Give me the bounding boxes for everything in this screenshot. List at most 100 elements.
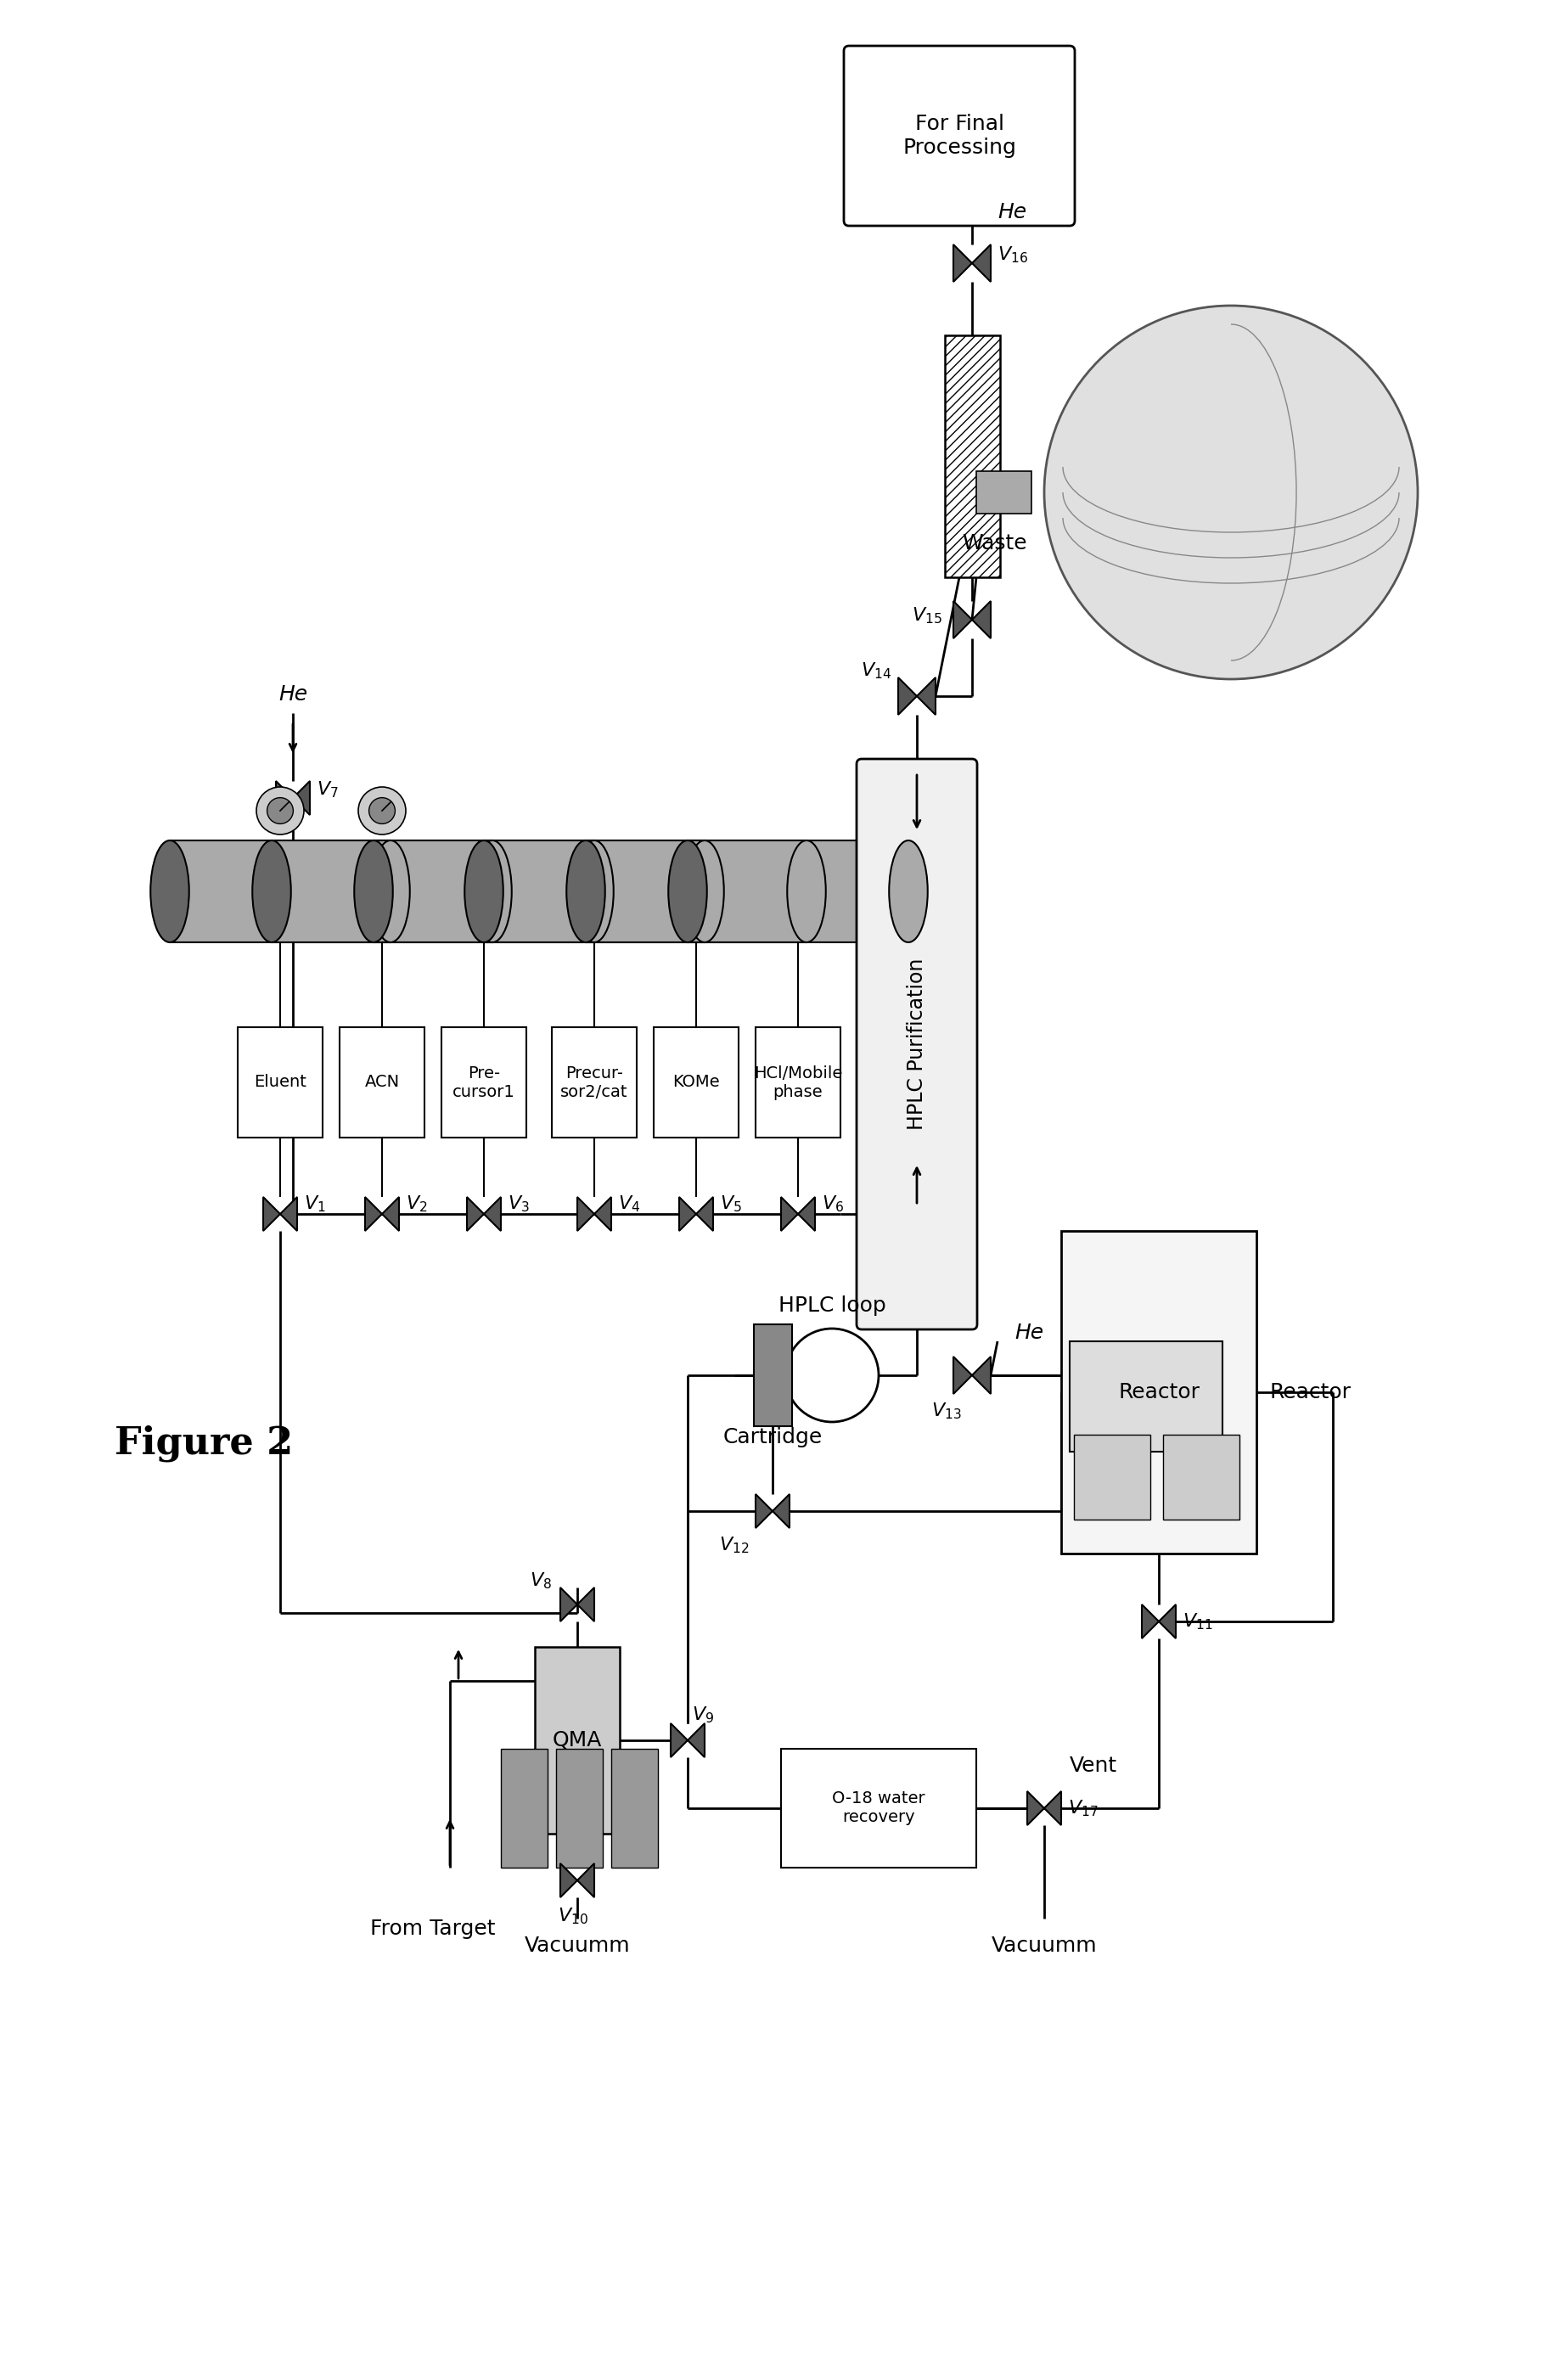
Polygon shape	[696, 1198, 713, 1231]
Bar	[946, 335, 1000, 578]
Bar	[781, 1749, 977, 1868]
Circle shape	[358, 787, 406, 834]
FancyBboxPatch shape	[844, 45, 1074, 226]
Text: $V_{11}$: $V_{11}$	[1182, 1612, 1212, 1631]
Text: $V_{6}$: $V_{6}$	[822, 1193, 844, 1215]
Text: He: He	[997, 202, 1027, 223]
Polygon shape	[953, 1357, 972, 1393]
Polygon shape	[560, 1588, 577, 1621]
Ellipse shape	[575, 841, 613, 941]
Polygon shape	[263, 1198, 281, 1231]
Text: ACN: ACN	[365, 1074, 400, 1091]
Polygon shape	[1159, 1604, 1176, 1638]
Text: $V_{3}$: $V_{3}$	[508, 1193, 530, 1215]
Text: $V_{4}$: $V_{4}$	[618, 1193, 640, 1215]
Text: O-18 water
recovery: O-18 water recovery	[833, 1790, 925, 1826]
Polygon shape	[276, 782, 293, 815]
Polygon shape	[972, 601, 991, 639]
Ellipse shape	[1044, 307, 1417, 680]
Text: $V_{12}$: $V_{12}$	[718, 1536, 750, 1555]
Text: Vacuumm: Vacuumm	[991, 1935, 1098, 1956]
Text: Eluent: Eluent	[254, 1074, 306, 1091]
Polygon shape	[773, 1495, 790, 1528]
Text: $V_{10}$: $V_{10}$	[558, 1906, 588, 1925]
Text: From Target: From Target	[370, 1918, 495, 1940]
Ellipse shape	[464, 841, 503, 941]
Circle shape	[257, 787, 304, 834]
Polygon shape	[1142, 1604, 1159, 1638]
Polygon shape	[972, 245, 991, 283]
FancyBboxPatch shape	[856, 758, 977, 1329]
Text: HPLC Purification: HPLC Purification	[906, 958, 927, 1129]
Bar	[654, 1027, 739, 1139]
Polygon shape	[756, 1495, 773, 1528]
Polygon shape	[467, 1198, 485, 1231]
Text: $V_{13}$: $V_{13}$	[931, 1400, 961, 1421]
Bar	[340, 1027, 425, 1139]
Polygon shape	[688, 1723, 704, 1757]
Bar	[612, 1749, 659, 1868]
Polygon shape	[917, 677, 936, 715]
Text: He: He	[279, 685, 307, 704]
Text: He: He	[1014, 1322, 1043, 1343]
Text: QMA: QMA	[552, 1730, 602, 1749]
Text: $V_{16}$: $V_{16}$	[997, 245, 1029, 264]
Text: KOMe: KOMe	[673, 1074, 720, 1091]
Text: $V_{5}$: $V_{5}$	[720, 1193, 742, 1215]
Polygon shape	[293, 782, 310, 815]
Circle shape	[368, 799, 395, 825]
Bar	[442, 1027, 527, 1139]
Text: Waste: Waste	[963, 532, 1027, 554]
Text: Figure 2: Figure 2	[114, 1424, 293, 1462]
Text: $V_{1}$: $V_{1}$	[304, 1193, 326, 1215]
Bar	[169, 841, 390, 941]
Ellipse shape	[372, 841, 409, 941]
Polygon shape	[781, 1198, 798, 1231]
Polygon shape	[577, 1588, 594, 1621]
Bar	[688, 841, 908, 941]
Bar	[1163, 1436, 1239, 1519]
Text: HPLC loop: HPLC loop	[778, 1295, 886, 1317]
Text: Vent: Vent	[1069, 1757, 1118, 1776]
Circle shape	[786, 1329, 878, 1421]
Bar	[500, 1749, 547, 1868]
Bar	[238, 1027, 323, 1139]
Ellipse shape	[787, 841, 826, 941]
Polygon shape	[383, 1198, 398, 1231]
Polygon shape	[594, 1198, 612, 1231]
Bar	[756, 1027, 840, 1139]
Bar	[1074, 1436, 1151, 1519]
Text: Reactor: Reactor	[1118, 1381, 1200, 1402]
Bar	[754, 1324, 792, 1426]
Circle shape	[267, 799, 293, 825]
Ellipse shape	[566, 841, 605, 941]
Ellipse shape	[151, 841, 190, 941]
Polygon shape	[972, 1357, 991, 1393]
Bar	[373, 841, 594, 941]
Ellipse shape	[354, 841, 394, 941]
Polygon shape	[577, 1198, 594, 1231]
Bar	[552, 1027, 637, 1139]
Text: Pre-
cursor1: Pre- cursor1	[453, 1065, 516, 1101]
Text: Vacuumm: Vacuumm	[524, 1935, 630, 1956]
Ellipse shape	[668, 841, 707, 941]
Polygon shape	[798, 1198, 815, 1231]
Polygon shape	[485, 1198, 500, 1231]
Text: HCl/Mobile
phase: HCl/Mobile phase	[754, 1065, 842, 1101]
Text: Cartridge: Cartridge	[723, 1426, 822, 1448]
Text: $V_9$: $V_9$	[691, 1704, 713, 1726]
Text: $V_8$: $V_8$	[530, 1571, 552, 1590]
Ellipse shape	[889, 841, 928, 941]
Ellipse shape	[474, 841, 511, 941]
Polygon shape	[365, 1198, 383, 1231]
Text: $V_{14}$: $V_{14}$	[861, 661, 891, 680]
Text: Reactor: Reactor	[1269, 1381, 1350, 1402]
Bar	[535, 1647, 619, 1833]
Polygon shape	[953, 245, 972, 283]
Text: For Final
Processing: For Final Processing	[903, 114, 1016, 157]
Bar	[485, 841, 704, 941]
Bar	[977, 471, 1032, 513]
Bar	[1062, 1231, 1256, 1555]
Text: $V_7$: $V_7$	[317, 780, 339, 799]
Text: $V_{2}$: $V_{2}$	[406, 1193, 428, 1215]
